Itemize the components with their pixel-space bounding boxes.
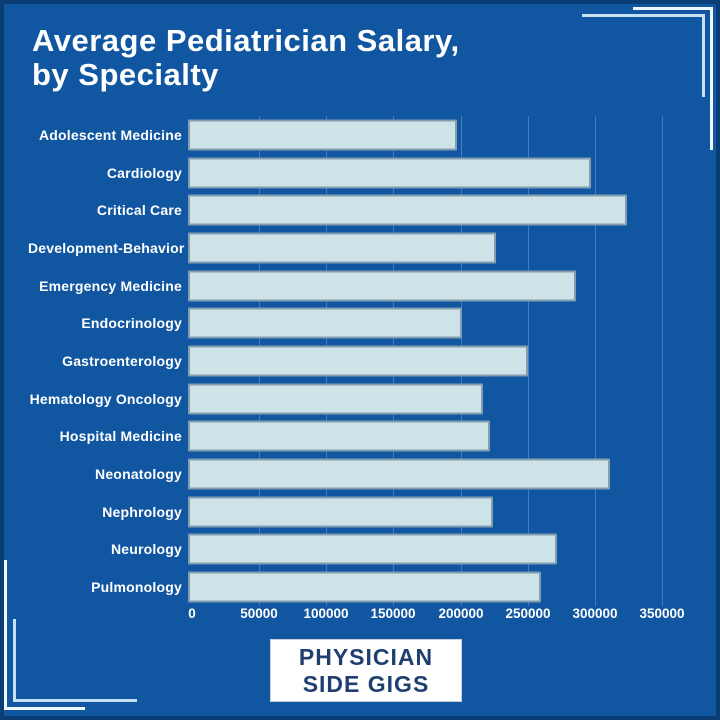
bar-gastroenterology: [188, 345, 528, 377]
category-label: Development-Behavior: [28, 239, 185, 256]
category-label: Pulmonology: [91, 579, 182, 596]
bar-adolescent-medicine: [188, 119, 457, 151]
chart-row: Adolescent Medicine: [28, 116, 692, 154]
chart-row: Critical Care: [28, 191, 692, 229]
x-axis-tick-label: 200000: [438, 606, 484, 621]
bar-neurology: [188, 533, 557, 565]
bar-track: [188, 568, 692, 606]
x-axis-tick-label: 250000: [505, 606, 551, 621]
chart-row: Hematology Oncology: [28, 380, 692, 418]
bar-track: [188, 229, 692, 267]
bar-track: [188, 342, 692, 380]
category-label: Nephrology: [102, 503, 182, 520]
bar-neonatology: [188, 458, 610, 490]
badge-line1: PHYSICIAN: [298, 643, 434, 670]
chart-title-line1: Average Pediatrician Salary,: [32, 23, 460, 58]
badge-line2: SIDE GIGS: [302, 670, 430, 697]
bar-track: [188, 531, 692, 569]
bar-chart: Adolescent Medicine Cardiology Critical Ca…: [28, 116, 692, 606]
category-label: Neurology: [110, 541, 182, 558]
chart-row: Gastroenterology: [28, 342, 692, 380]
x-axis-tick-label: 100000: [303, 606, 349, 621]
bar-track: [188, 154, 692, 192]
bar-cardiology: [188, 157, 591, 189]
x-axis-tick-label: 350000: [639, 606, 685, 621]
corner-frame-top-right-inner: [582, 14, 705, 97]
bar-development-behavior: [188, 232, 496, 264]
chart-row: Cardiology: [28, 154, 692, 192]
chart-row: Neurology: [28, 531, 692, 569]
category-label: Gastroenterology: [62, 352, 182, 369]
category-label: Adolescent Medicine: [38, 126, 182, 143]
bar-track: [188, 267, 692, 305]
category-label: Endocrinology: [81, 315, 182, 332]
bar-hospital-medicine: [188, 420, 490, 452]
chart-row: Pulmonology: [28, 568, 692, 606]
x-axis-tick-label: 50000: [240, 606, 278, 621]
category-label: Cardiology: [106, 164, 182, 181]
bar-track: [188, 304, 692, 342]
bar-critical-care: [188, 194, 627, 226]
bar-endocrinology: [188, 307, 462, 339]
bar-track: [188, 380, 692, 418]
x-axis-tick-label: 150000: [370, 606, 416, 621]
bar-nephrology: [188, 496, 493, 528]
chart-row: Nephrology: [28, 493, 692, 531]
bar-track: [188, 191, 692, 229]
chart-title-line2: by Specialty: [32, 57, 219, 92]
chart-row: Neonatology: [28, 455, 692, 493]
physician-side-gigs-badge: PHYSICIAN SIDE GIGS: [270, 639, 462, 702]
chart-row: Emergency Medicine: [28, 267, 692, 305]
chart-title: Average Pediatrician Salary, by Specialt…: [32, 24, 632, 92]
bar-track: [188, 493, 692, 531]
x-axis-tick-label: 0: [188, 606, 196, 621]
corner-frame-bottom-left-inner: [13, 619, 137, 702]
category-label: Emergency Medicine: [39, 277, 182, 294]
x-axis: 0 50000 100000 150000 200000 250000 300000 3500…: [188, 606, 692, 626]
bar-track: [188, 116, 692, 154]
bar-track: [188, 418, 692, 456]
category-label: Hematology Oncology: [29, 390, 182, 407]
chart-row: Hospital Medicine: [28, 418, 692, 456]
category-label: Hospital Medicine: [59, 428, 182, 445]
bar-hematology-oncology: [188, 383, 483, 415]
chart-row: Development-Behavior: [28, 229, 692, 267]
bar-pulmonology: [188, 571, 541, 603]
x-axis-tick-label: 300000: [572, 606, 618, 621]
corner-frame-bottom-left-outer: [4, 560, 85, 710]
category-label: Neonatology: [95, 466, 182, 483]
corner-frame-top-right-outer: [633, 7, 713, 150]
bar-emergency-medicine: [188, 270, 576, 302]
category-label: Critical Care: [96, 202, 182, 219]
chart-row: Endocrinology: [28, 304, 692, 342]
bar-track: [188, 455, 692, 493]
